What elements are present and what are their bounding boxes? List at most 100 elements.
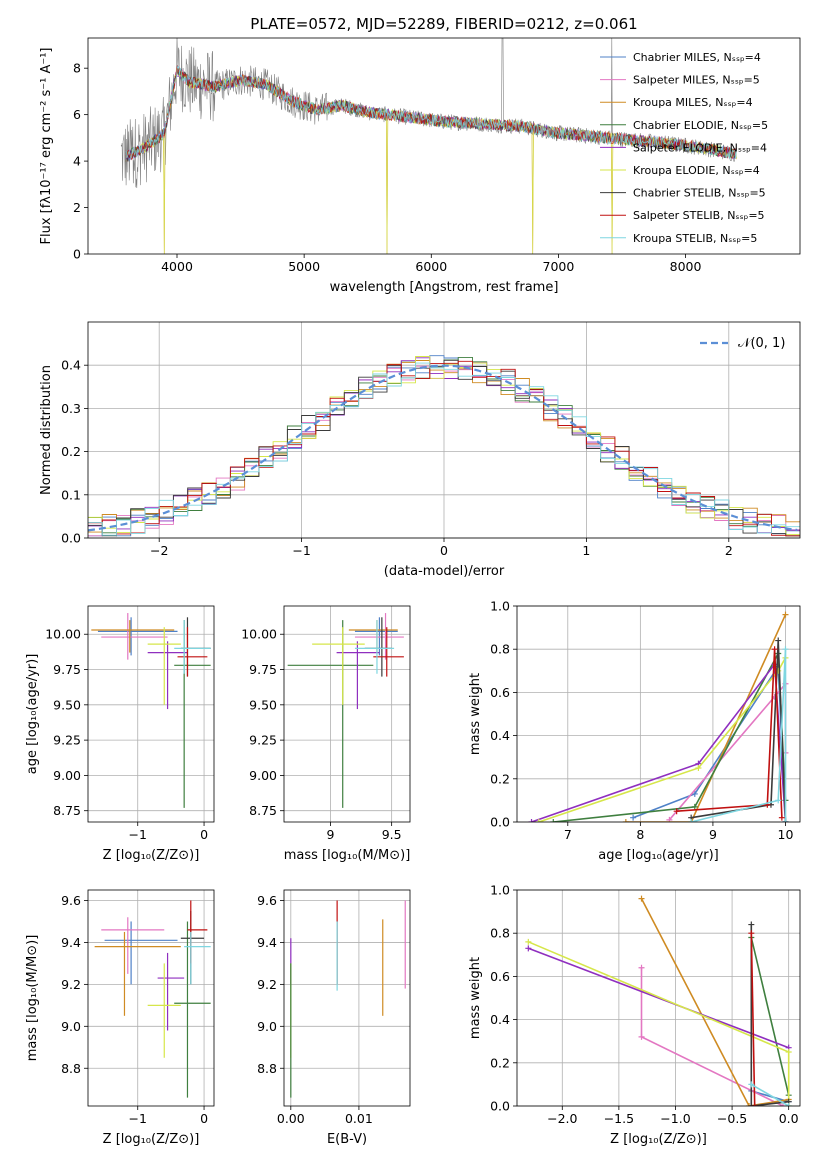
y-tick-label: 10.00: [45, 627, 81, 642]
weight-marker: [638, 1033, 645, 1040]
x-tick-label: 10: [778, 827, 794, 842]
y-tick-label: 10.00: [241, 627, 277, 642]
legend-entry: Salpeter MILES, Nₛₛₚ=5: [633, 74, 760, 87]
x-tick-label: 9: [327, 827, 335, 842]
y-axis-label: mass [log₁₀(M/M⊙)]: [25, 935, 40, 1062]
legend-entry: Chabrier ELODIE, Nₛₛₚ=5: [633, 119, 768, 132]
y-tick-label: 0: [73, 247, 81, 262]
plot-area-mass_vs_ebv: [290, 900, 406, 1098]
axes-frame: [516, 605, 801, 823]
weight-marker: [691, 803, 698, 810]
axes-frame: [87, 889, 215, 1107]
weight-marker: [630, 814, 637, 821]
axes-mass_vs_ebv: 0.00 0.01 8.8 9.0 9.2 9.4 9.6 E(B-V): [257, 889, 411, 1147]
weight-marker: [550, 819, 557, 822]
weight-line-3: [553, 650, 787, 822]
y-axis-label: Normed distribution: [39, 365, 54, 495]
y-tick-label: 8.8: [257, 1061, 277, 1076]
y-tick-label: 9.25: [53, 733, 81, 748]
y-tick-label: 0.3: [61, 401, 81, 416]
x-tick-label: 6000: [415, 259, 447, 274]
x-axis-label: wavelength [Angstrom, rest frame]: [330, 280, 559, 295]
weight-marker: [778, 814, 785, 821]
weight-line-4: [528, 947, 789, 1049]
legend: 𝒩(0, 1): [700, 336, 785, 351]
y-tick-label: 9.6: [61, 893, 81, 908]
weight-marker: [785, 1049, 792, 1055]
weight-marker: [748, 1103, 755, 1106]
x-tick-label: 0: [200, 1111, 208, 1126]
y-tick-label: 0.4: [61, 358, 81, 373]
x-axis-label: age [log₁₀(age/yr)]: [598, 848, 719, 863]
y-axis-label: mass weight: [468, 957, 483, 1039]
x-tick-label: 9.5: [382, 827, 402, 842]
weight-marker: [782, 819, 789, 822]
y-tick-label: 0.0: [490, 815, 510, 830]
axes-age_vs_mass: 9 9.5 8.75 9.00 9.25 9.50 9.75 10.00 mass [log₁₀…: [241, 605, 411, 863]
y-tick-label: 9.25: [249, 733, 277, 748]
legend-entry: Chabrier STELIB, Nₛₛₚ=5: [633, 187, 766, 200]
y-tick-label: 8.75: [249, 803, 277, 818]
y-tick-label: 9.0: [257, 1019, 277, 1034]
y-tick-label: 9.2: [257, 977, 277, 992]
y-tick-label: 9.6: [257, 893, 277, 908]
weight-line-4: [531, 662, 787, 822]
weight-line-2: [640, 898, 789, 1106]
weight-marker: [782, 646, 789, 653]
plot-area-spectrum: [120, 38, 737, 254]
axes-mass_weight_vs_age: 7 8 9 10 0.0 0.2 0.4 0.6 0.8 1.0 age [log₁₀(age/yr…: [468, 599, 801, 863]
weight-marker: [780, 1103, 787, 1106]
x-tick-label: 0.01: [345, 1111, 373, 1126]
y-tick-label: 0.8: [490, 926, 510, 941]
weight-marker: [748, 930, 755, 937]
x-tick-label: 8000: [670, 259, 702, 274]
model-spectrum-7: [125, 65, 737, 161]
y-tick-label: 1.0: [490, 883, 510, 898]
y-tick-label: 9.2: [61, 977, 81, 992]
plot-area-mass_weight_vs_z: [525, 895, 792, 1106]
x-tick-label: 2: [725, 543, 733, 558]
y-axis-label: mass weight: [468, 673, 483, 755]
y-tick-label: 8: [73, 61, 81, 76]
x-tick-label: 7: [564, 827, 572, 842]
x-tick-label: −1.5: [604, 1111, 634, 1126]
weight-marker: [748, 1081, 755, 1088]
weight-marker: [622, 819, 629, 822]
y-tick-label: 0.6: [490, 685, 510, 700]
weight-marker: [746, 1103, 753, 1106]
y-tick-label: 4: [73, 154, 81, 169]
weight-marker: [638, 964, 645, 971]
x-axis-label: E(B-V): [327, 1132, 367, 1147]
weight-line-7: [750, 933, 756, 1106]
x-tick-label: 8: [636, 827, 644, 842]
x-axis-label: mass [log₁₀(M/M⊙)]: [284, 848, 411, 863]
weight-marker: [525, 938, 532, 945]
axes-frame: [283, 889, 411, 1107]
chart-title: PLATE=0572, MJD=52289, FIBERID=0212, z=0…: [250, 15, 637, 33]
weight-marker: [748, 921, 755, 928]
weight-marker: [525, 945, 532, 952]
legend-entry: Kroupa MILES, Nₛₛₚ=4: [633, 96, 753, 109]
y-tick-label: 9.75: [249, 662, 277, 677]
y-tick-label: 0.0: [61, 531, 81, 546]
axes-residuals: −2 −1 0 1 2 0.0 0.1 0.2 0.3 0.4 (data-model)/error…: [39, 321, 801, 579]
histogram-7: [88, 360, 800, 537]
y-tick-label: 8.8: [61, 1061, 81, 1076]
y-tick-label: 1.0: [490, 599, 510, 614]
x-tick-label: 0: [440, 543, 448, 558]
model-spectrum-8: [125, 65, 737, 159]
x-tick-label: 0.00: [277, 1111, 305, 1126]
y-tick-label: 0.2: [490, 771, 510, 786]
x-tick-label: −1: [129, 1111, 147, 1126]
weight-marker: [688, 819, 695, 822]
plot-area-age_vs_z: [91, 613, 211, 808]
axes-frame: [516, 889, 801, 1107]
plot-area-age_vs_mass: [287, 613, 404, 808]
x-tick-label: −2: [150, 543, 168, 558]
y-tick-label: 0.4: [490, 1012, 510, 1027]
legend-entry: Kroupa STELIB, Nₛₛₚ=5: [633, 232, 757, 245]
weight-line-3: [750, 937, 790, 1096]
x-axis-label: (data-model)/error: [384, 564, 505, 579]
legend-entry: 𝒩(0, 1): [738, 336, 785, 351]
legend-entry: Salpeter ELODIE, Nₛₛₚ=4: [633, 141, 767, 154]
